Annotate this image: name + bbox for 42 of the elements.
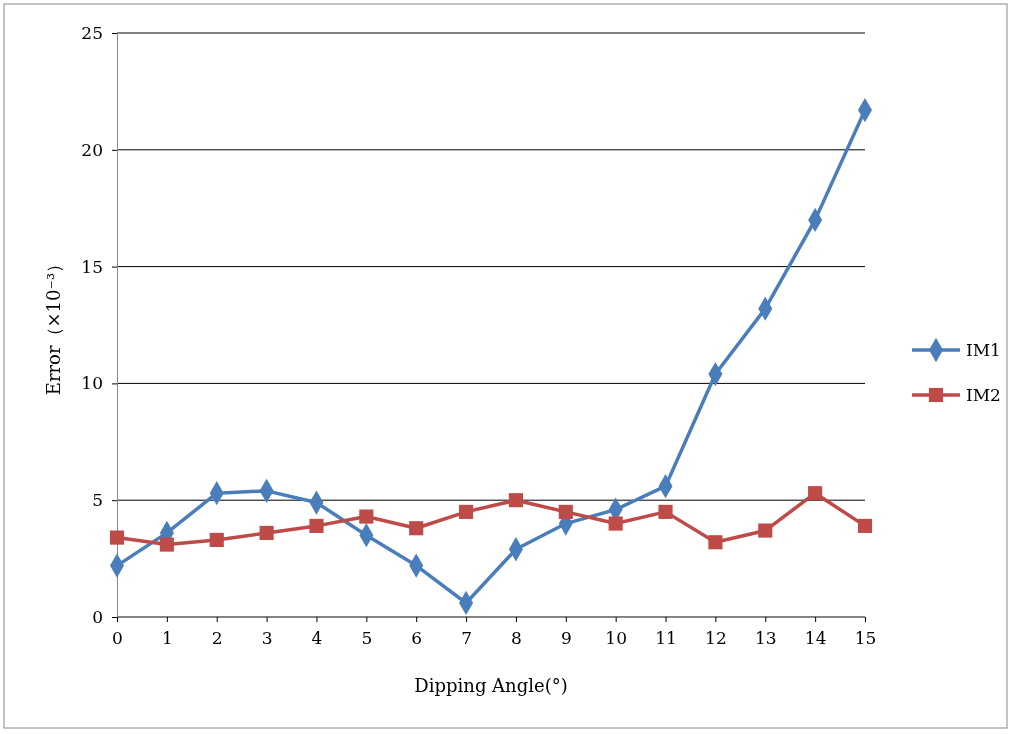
y-tick-label: 5 xyxy=(92,490,103,511)
y-tick-label: 20 xyxy=(81,139,103,160)
x-tick-label: 15 xyxy=(854,627,877,648)
point xyxy=(508,493,523,508)
x-tick-label: 9 xyxy=(560,627,572,648)
point xyxy=(209,532,224,547)
point xyxy=(459,504,474,519)
legend-label: IM2 xyxy=(966,385,1001,405)
point xyxy=(857,518,873,533)
point xyxy=(359,509,374,524)
y-tick-label: 15 xyxy=(81,256,103,277)
x-tick-label: 2 xyxy=(211,627,223,648)
point xyxy=(409,521,424,536)
x-tick-label: 13 xyxy=(754,627,777,648)
x-tick-label: 1 xyxy=(161,627,173,648)
x-tick-label: 0 xyxy=(112,627,123,648)
point xyxy=(808,486,823,501)
y-tick-label: 10 xyxy=(81,373,103,394)
x-tick-label: 11 xyxy=(655,627,677,648)
x-tick-label: 8 xyxy=(511,627,522,648)
x-tick-label: 12 xyxy=(705,627,727,648)
point xyxy=(708,535,723,550)
y-axis-title: Error（×10⁻³） xyxy=(43,254,64,396)
point xyxy=(758,523,773,538)
y-tick-label: 0 xyxy=(92,606,103,627)
point xyxy=(259,525,274,540)
point xyxy=(658,504,673,519)
x-axis-title: Dipping Angle(°) xyxy=(414,675,568,696)
point xyxy=(608,516,623,531)
point xyxy=(558,504,573,519)
point xyxy=(309,518,324,533)
x-tick-label: 3 xyxy=(261,627,273,648)
x-tick-label: 4 xyxy=(311,627,323,648)
point xyxy=(109,530,125,545)
x-tick-label: 7 xyxy=(461,627,472,648)
legend-label: IM1 xyxy=(966,340,1001,360)
x-tick-label: 6 xyxy=(411,627,423,648)
point xyxy=(159,537,174,552)
x-tick-label: 14 xyxy=(804,627,827,648)
x-tick-label: 5 xyxy=(361,627,373,648)
x-tick-label: 10 xyxy=(605,627,627,648)
y-tick-label: 25 xyxy=(81,22,103,43)
